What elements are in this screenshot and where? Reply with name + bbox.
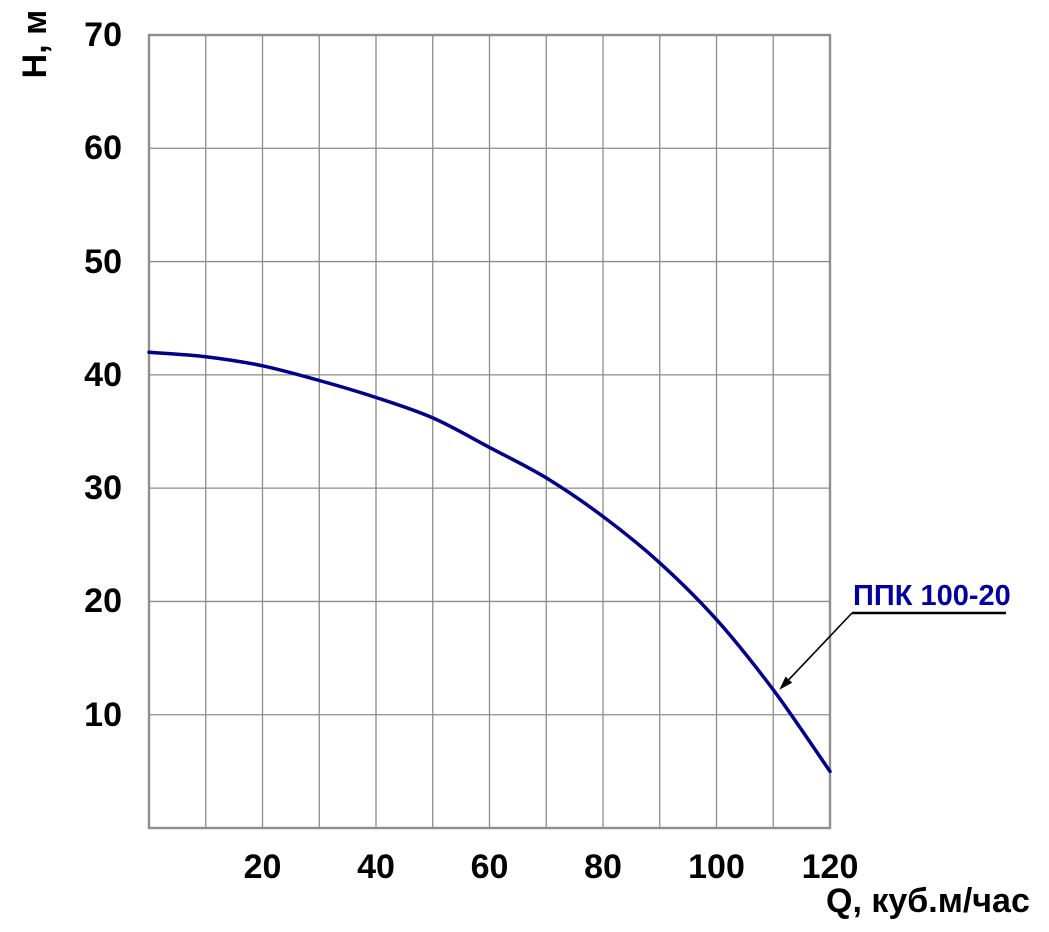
y-tick-label: 20 xyxy=(84,582,122,621)
x-tick-label: 120 xyxy=(801,848,859,886)
x-tick-label: 20 xyxy=(243,848,282,886)
x-tick-label: 80 xyxy=(584,848,622,886)
y-tick-label: 10 xyxy=(84,695,122,734)
x-tick-label: 60 xyxy=(470,848,509,886)
y-tick-label: 60 xyxy=(84,129,122,168)
y-tick-label: 30 xyxy=(84,469,122,508)
grid-lines xyxy=(149,35,830,828)
y-tick-label: 40 xyxy=(84,355,122,394)
x-tick-label: 100 xyxy=(688,848,745,886)
leader-line xyxy=(788,612,853,681)
x-tick-label: 40 xyxy=(357,848,395,886)
y-axis-title: Н, м xyxy=(16,9,54,79)
y-tick-label: 50 xyxy=(84,242,122,281)
x-axis-title: Q, куб.м/час xyxy=(826,882,1030,920)
curve-annotation-label: ППК 100-20 xyxy=(853,580,1011,612)
annotation-arrow xyxy=(779,611,1006,690)
plot-border xyxy=(147,33,832,830)
arrowhead-icon xyxy=(779,676,793,690)
y-tick-label: 70 xyxy=(84,16,122,54)
pump-curve-line xyxy=(147,350,832,774)
